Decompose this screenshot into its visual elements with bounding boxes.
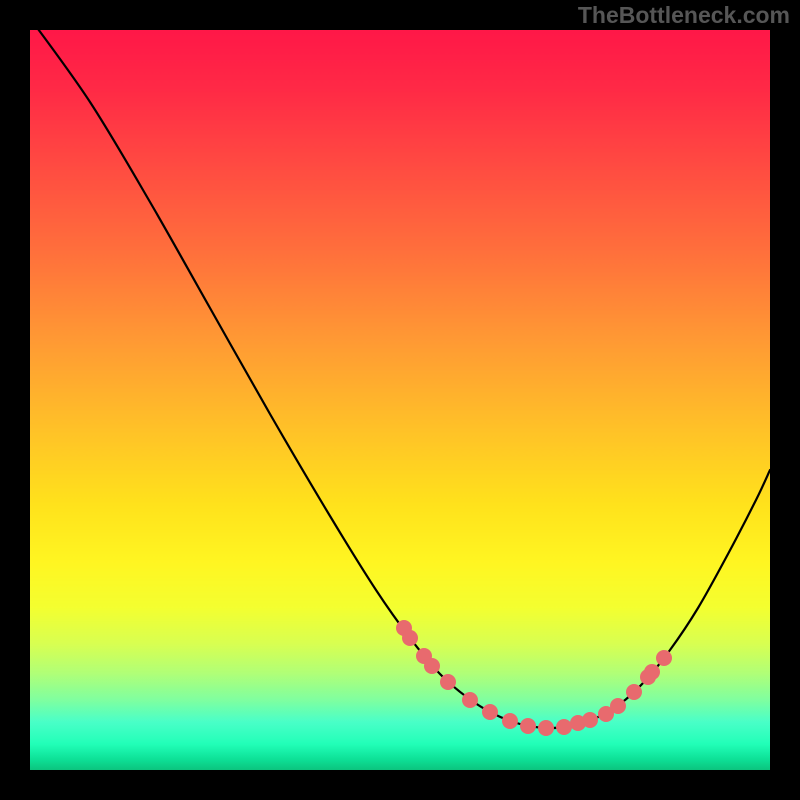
data-marker: [462, 692, 478, 708]
data-marker: [502, 713, 518, 729]
data-marker: [610, 698, 626, 714]
data-marker: [520, 718, 536, 734]
data-marker: [482, 704, 498, 720]
chart-overlay: [30, 30, 770, 770]
data-marker: [402, 630, 418, 646]
chart-plot-area: [30, 30, 770, 770]
data-marker: [656, 650, 672, 666]
data-marker: [440, 674, 456, 690]
data-marker: [556, 719, 572, 735]
data-marker: [626, 684, 642, 700]
data-marker: [644, 664, 660, 680]
data-marker: [424, 658, 440, 674]
watermark-text: TheBottleneck.com: [578, 2, 790, 29]
data-marker: [538, 720, 554, 736]
data-marker: [582, 712, 598, 728]
